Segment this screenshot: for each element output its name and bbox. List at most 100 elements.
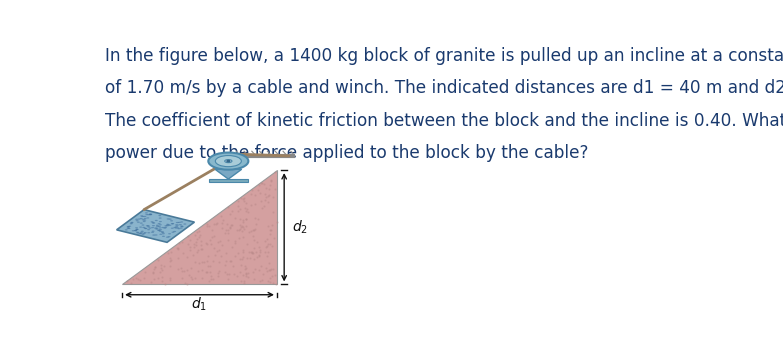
Point <box>245 202 258 208</box>
Circle shape <box>140 218 143 219</box>
Point <box>229 240 242 246</box>
Point <box>254 190 267 195</box>
Point <box>130 275 143 281</box>
Point <box>226 208 238 214</box>
Circle shape <box>128 225 132 227</box>
Point <box>132 276 144 282</box>
Circle shape <box>180 221 183 223</box>
Point <box>219 258 232 264</box>
Point <box>262 249 275 254</box>
Point <box>226 223 238 228</box>
Point <box>212 239 225 245</box>
Point <box>266 210 279 215</box>
Point <box>218 263 231 268</box>
Point <box>175 268 188 274</box>
Circle shape <box>227 160 229 162</box>
Circle shape <box>181 226 184 227</box>
Circle shape <box>157 229 161 231</box>
Circle shape <box>137 221 140 223</box>
Point <box>172 266 185 272</box>
Point <box>134 277 146 283</box>
Point <box>247 227 260 233</box>
Text: of 1.70 m/s by a cable and winch. The indicated distances are d1 = 40 m and d2 =: of 1.70 m/s by a cable and winch. The in… <box>105 80 783 97</box>
Point <box>212 247 225 253</box>
Circle shape <box>150 214 152 215</box>
Circle shape <box>176 224 179 226</box>
Point <box>263 192 276 198</box>
Circle shape <box>149 214 152 215</box>
Circle shape <box>178 228 180 229</box>
Point <box>250 221 262 226</box>
Point <box>226 244 239 249</box>
Circle shape <box>146 225 150 226</box>
Point <box>236 217 249 223</box>
Point <box>165 249 178 255</box>
Point <box>240 265 253 270</box>
Point <box>269 187 281 192</box>
Point <box>247 256 260 262</box>
Circle shape <box>171 223 175 224</box>
Point <box>260 185 272 191</box>
Circle shape <box>158 215 161 216</box>
Point <box>265 177 278 182</box>
Point <box>265 178 277 183</box>
Point <box>215 214 227 219</box>
Point <box>178 268 190 273</box>
Point <box>240 241 253 247</box>
Point <box>200 222 213 227</box>
Point <box>244 255 257 260</box>
Point <box>231 227 244 233</box>
Point <box>213 259 226 265</box>
Point <box>127 277 139 282</box>
Circle shape <box>143 216 146 217</box>
Circle shape <box>180 225 183 227</box>
Point <box>147 276 160 281</box>
Point <box>196 275 208 281</box>
Point <box>262 236 274 241</box>
Point <box>204 237 216 242</box>
Point <box>229 239 241 244</box>
Point <box>234 269 247 275</box>
Circle shape <box>135 229 139 230</box>
Point <box>171 245 184 251</box>
Point <box>242 209 254 214</box>
Point <box>248 215 261 220</box>
Point <box>251 240 263 245</box>
Point <box>191 249 204 255</box>
Point <box>189 260 202 265</box>
Point <box>257 271 269 277</box>
Point <box>256 180 269 186</box>
Point <box>240 271 253 277</box>
Point <box>231 208 244 213</box>
Point <box>194 238 207 244</box>
Circle shape <box>173 231 176 232</box>
Circle shape <box>139 226 143 228</box>
Text: power due to the force applied to the block by the cable?: power due to the force applied to the bl… <box>105 144 589 162</box>
Point <box>215 253 227 258</box>
Text: $d_1$: $d_1$ <box>192 296 207 313</box>
Point <box>164 257 177 263</box>
Point <box>121 278 134 284</box>
Point <box>172 246 185 252</box>
Circle shape <box>168 236 171 237</box>
Point <box>240 201 252 206</box>
Point <box>219 230 232 236</box>
Circle shape <box>131 222 134 223</box>
Circle shape <box>152 222 154 223</box>
Point <box>236 256 249 262</box>
Point <box>248 193 261 198</box>
Point <box>264 279 276 284</box>
Point <box>164 276 176 281</box>
Point <box>222 230 234 236</box>
Point <box>249 201 262 207</box>
Circle shape <box>143 218 146 219</box>
Point <box>244 249 257 255</box>
Point <box>232 199 244 204</box>
Point <box>265 273 278 279</box>
Point <box>248 226 261 231</box>
Circle shape <box>134 230 137 231</box>
Circle shape <box>140 222 143 224</box>
Circle shape <box>147 226 150 227</box>
Point <box>266 280 279 286</box>
Circle shape <box>175 227 178 228</box>
